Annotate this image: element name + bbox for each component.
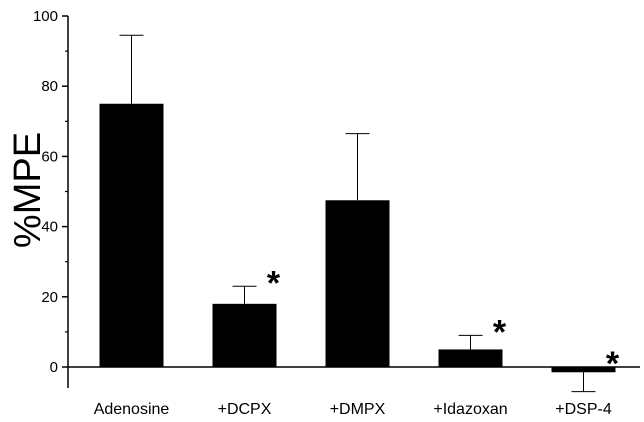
y-tick-label: 0 xyxy=(50,359,58,376)
bar xyxy=(99,103,164,367)
bars xyxy=(99,103,616,373)
bar xyxy=(325,200,390,367)
x-category-label: +DSP-4 xyxy=(555,401,612,418)
error-bars xyxy=(119,34,596,393)
y-tick-label: 20 xyxy=(41,289,58,306)
bar xyxy=(212,303,277,367)
x-category-label: +Idazoxan xyxy=(433,401,507,418)
significance-asterisk: * xyxy=(606,345,620,383)
bar xyxy=(438,349,503,367)
significance-markers: * * * xyxy=(267,264,620,383)
y-tick-label: 80 xyxy=(41,78,58,95)
y-tick-label: 100 xyxy=(33,8,58,25)
x-category-label: Adenosine xyxy=(94,401,170,418)
y-axis-label: %MPE xyxy=(7,132,49,248)
y-tick-label: 60 xyxy=(41,148,58,165)
y-tick-label: 40 xyxy=(41,219,58,236)
category-labels: Adenosine +DCPX +DMPX +Idazoxan +DSP-4 xyxy=(94,401,612,418)
significance-asterisk: * xyxy=(493,313,507,351)
x-category-label: +DCPX xyxy=(218,401,272,418)
x-category-label: +DMPX xyxy=(330,401,386,418)
bar xyxy=(551,367,616,373)
significance-asterisk: * xyxy=(267,264,281,302)
